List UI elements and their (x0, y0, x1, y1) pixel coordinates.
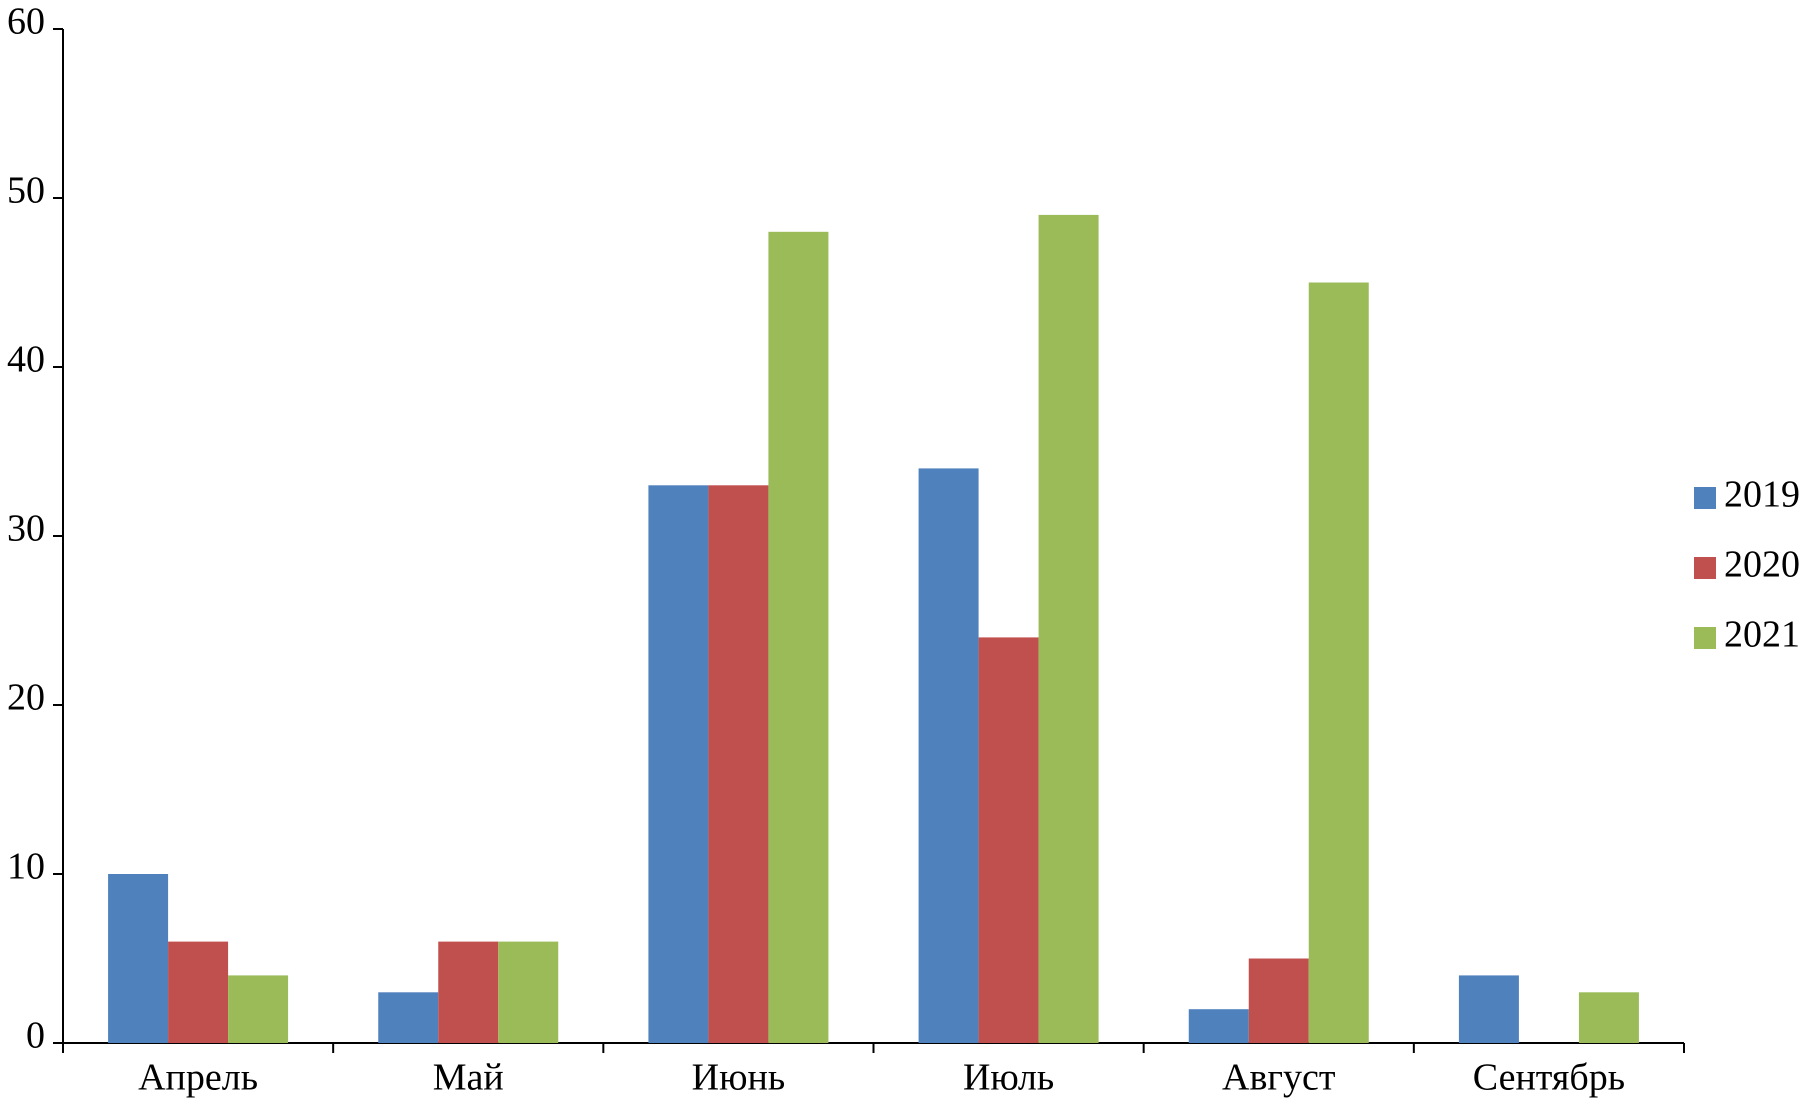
bar (768, 231, 829, 1044)
bar (228, 975, 289, 1043)
bar (1458, 975, 1519, 1043)
bar (168, 941, 229, 1043)
bar (108, 874, 169, 1043)
bar (648, 485, 709, 1043)
x-tick-label: Сентябрь (1473, 1057, 1625, 1099)
legend-label: 2020 (1724, 544, 1800, 586)
bar (978, 637, 1039, 1043)
y-tick-label: 60 (7, 1, 45, 43)
bar (378, 992, 439, 1043)
bar (918, 468, 979, 1043)
legend-swatch (1694, 557, 1716, 579)
x-tick-label: Июнь (692, 1057, 786, 1099)
bar (1578, 992, 1639, 1043)
bar (1188, 1009, 1249, 1043)
legend-swatch (1694, 487, 1716, 509)
x-tick-label: Июль (963, 1057, 1054, 1099)
x-tick-label: Апрель (138, 1057, 258, 1099)
legend-label: 2021 (1724, 614, 1800, 656)
bar (1038, 214, 1099, 1043)
y-tick-label: 40 (7, 339, 45, 381)
y-tick-label: 0 (26, 1015, 45, 1057)
y-tick-label: 10 (7, 846, 45, 888)
bar (1308, 282, 1369, 1043)
x-tick-label: Май (433, 1057, 504, 1099)
legend-label: 2019 (1724, 474, 1800, 516)
legend-swatch (1694, 627, 1716, 649)
bar (438, 941, 499, 1043)
bar (498, 941, 559, 1043)
bar (1248, 958, 1309, 1043)
x-tick-label: Август (1222, 1057, 1336, 1099)
bar (708, 485, 769, 1043)
y-tick-label: 20 (7, 677, 45, 719)
y-tick-label: 30 (7, 508, 45, 550)
y-tick-label: 50 (7, 170, 45, 212)
